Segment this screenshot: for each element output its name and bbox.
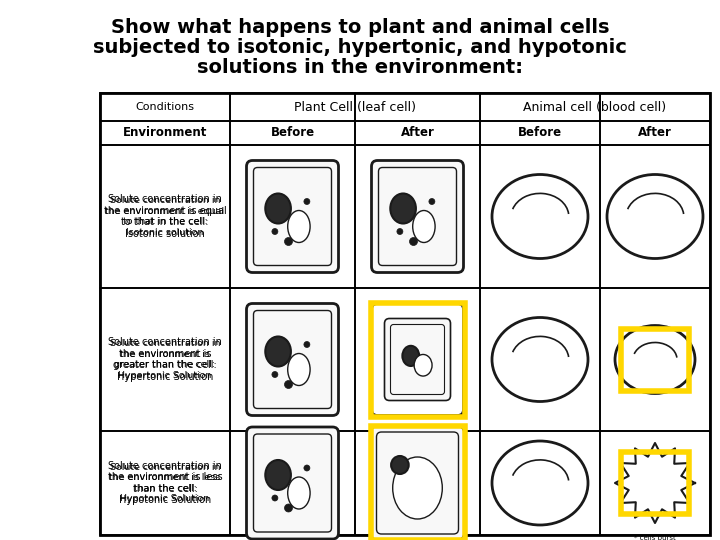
Ellipse shape [265, 193, 291, 224]
FancyBboxPatch shape [384, 319, 451, 401]
Text: Solute concentration in
the environment is
greater than the cell:
Hypertonic Sol: Solute concentration in the environment … [109, 340, 220, 380]
Text: Conditions: Conditions [135, 102, 194, 112]
Bar [371, 302, 464, 416]
FancyBboxPatch shape [371, 426, 464, 540]
Text: solutions in the environment:: solutions in the environment: [197, 58, 523, 77]
Bar [100, 93, 710, 535]
FancyBboxPatch shape [246, 427, 338, 539]
Ellipse shape [288, 477, 310, 509]
Ellipse shape [492, 318, 588, 402]
Text: After: After [638, 126, 672, 139]
FancyBboxPatch shape [246, 303, 338, 415]
Bar [230, 145, 355, 288]
Bar [355, 93, 480, 121]
Ellipse shape [390, 193, 416, 224]
Bar [355, 288, 480, 431]
Ellipse shape [265, 336, 291, 367]
Bar [480, 431, 600, 535]
Bar [100, 431, 230, 535]
FancyBboxPatch shape [372, 303, 464, 415]
Bar [100, 288, 230, 431]
Ellipse shape [265, 460, 291, 490]
Text: Solute concentration in
the environment is
greater than the cell:
Hypertonic Sol: Solute concentration in the environment … [108, 337, 222, 382]
Ellipse shape [304, 465, 310, 471]
Text: Solute concentration in
the environment is less
than the cell:
Hypotonic Solutio: Solute concentration in the environment … [108, 461, 222, 505]
Bar [355, 145, 480, 288]
Ellipse shape [402, 346, 419, 366]
Ellipse shape [492, 441, 588, 525]
Bar [480, 121, 600, 145]
Bar [621, 452, 689, 514]
Bar [355, 431, 480, 535]
Ellipse shape [272, 495, 278, 501]
Bar [621, 328, 689, 390]
Bar [230, 431, 355, 535]
Ellipse shape [392, 457, 442, 519]
Text: Before: Before [271, 126, 315, 139]
Text: Show what happens to plant and animal cells: Show what happens to plant and animal ce… [111, 18, 609, 37]
Ellipse shape [607, 174, 703, 259]
Ellipse shape [615, 326, 695, 394]
Bar [230, 288, 355, 431]
Ellipse shape [288, 211, 310, 242]
Ellipse shape [304, 341, 310, 348]
Ellipse shape [304, 199, 310, 205]
Bar [480, 145, 600, 288]
Bar [230, 93, 355, 121]
Bar [600, 121, 710, 145]
Text: * cells burst: * cells burst [634, 535, 676, 540]
Text: Before: Before [518, 126, 562, 139]
FancyBboxPatch shape [372, 160, 464, 273]
Bar [600, 93, 710, 121]
Bar [230, 121, 355, 145]
Text: Solute concentration in
the environment is equal
to that in the cell:
Isotonic s: Solute concentration in the environment … [104, 194, 226, 239]
Text: After: After [400, 126, 434, 139]
Ellipse shape [410, 238, 418, 246]
Bar [371, 426, 464, 540]
Ellipse shape [284, 238, 292, 246]
Bar [100, 121, 230, 145]
Ellipse shape [284, 504, 292, 512]
Ellipse shape [413, 211, 435, 242]
Ellipse shape [492, 174, 588, 259]
Bar [100, 93, 230, 121]
Text: Animal cell (blood cell): Animal cell (blood cell) [523, 100, 667, 113]
Ellipse shape [272, 372, 278, 377]
Bar [600, 431, 710, 535]
Ellipse shape [391, 456, 409, 474]
Text: Solute concentration in
the environment is equal
to that in the cell:
Isotonic s: Solute concentration in the environment … [105, 197, 225, 237]
FancyBboxPatch shape [246, 160, 338, 273]
Bar [355, 121, 480, 145]
Ellipse shape [429, 199, 435, 205]
Bar [600, 145, 710, 288]
Ellipse shape [414, 354, 432, 376]
Ellipse shape [272, 228, 278, 234]
Text: Solute concentration in
the environment is less
than the cell:
Hypotonic Solutio: Solute concentration in the environment … [109, 463, 220, 503]
Ellipse shape [288, 354, 310, 386]
Bar [480, 93, 600, 121]
Text: Plant Cell (leaf cell): Plant Cell (leaf cell) [294, 100, 416, 113]
Bar [600, 288, 710, 431]
Text: subjected to isotonic, hypertonic, and hypotonic: subjected to isotonic, hypertonic, and h… [93, 38, 627, 57]
Text: Environment: Environment [123, 126, 207, 139]
Ellipse shape [397, 228, 403, 234]
Ellipse shape [284, 381, 292, 388]
Bar [480, 288, 600, 431]
Bar [100, 145, 230, 288]
